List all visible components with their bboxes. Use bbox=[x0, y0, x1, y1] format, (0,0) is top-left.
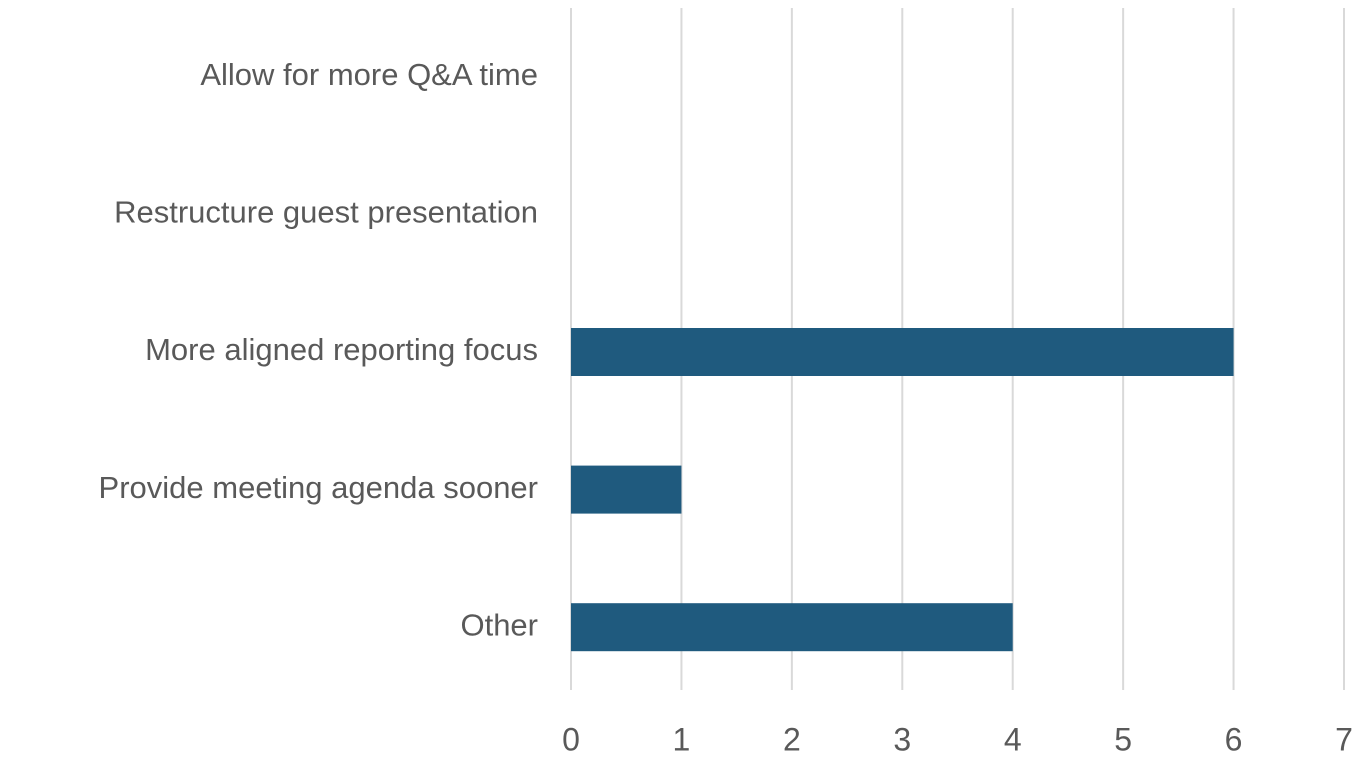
y-tick-label: More aligned reporting focus bbox=[145, 332, 538, 367]
bar bbox=[571, 603, 1013, 652]
y-tick-label: Restructure guest presentation bbox=[114, 195, 538, 230]
x-tick-label: 6 bbox=[1225, 721, 1243, 757]
x-tick-label: 7 bbox=[1335, 721, 1353, 757]
x-tick-label: 3 bbox=[893, 721, 911, 757]
y-tick-label: Provide meeting agenda sooner bbox=[99, 470, 538, 505]
x-tick-label: 0 bbox=[562, 721, 580, 757]
x-tick-label: 5 bbox=[1114, 721, 1132, 757]
x-tick-label: 4 bbox=[1004, 721, 1022, 757]
x-tick-label: 2 bbox=[783, 721, 801, 757]
y-tick-label: Other bbox=[460, 607, 538, 642]
y-tick-label: Allow for more Q&A time bbox=[200, 57, 538, 92]
bar bbox=[571, 328, 1234, 376]
bar bbox=[571, 465, 682, 514]
x-tick-label: 1 bbox=[673, 721, 691, 757]
